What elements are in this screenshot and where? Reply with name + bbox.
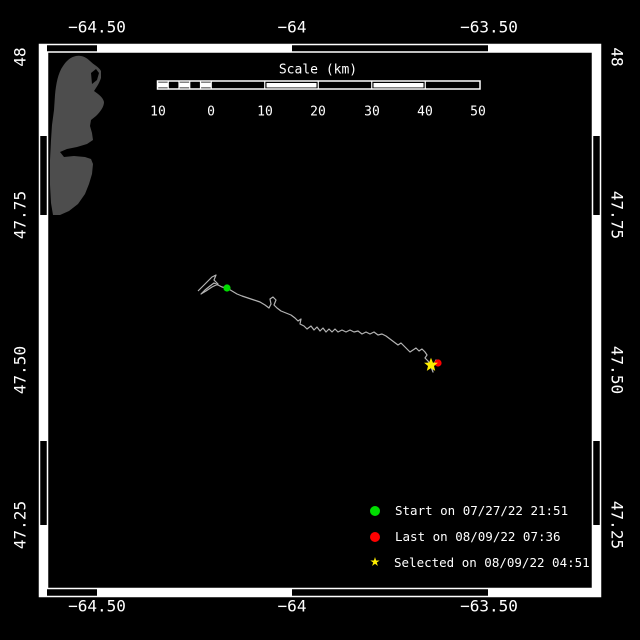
start-marker — [223, 284, 231, 292]
track-line — [197, 274, 439, 373]
coastline — [50, 55, 104, 216]
selected-legend-star-icon: ★ — [369, 551, 381, 571]
axis-label-bottom-1: −64.50 — [68, 596, 126, 616]
axis-label-left-3: 47.50 — [10, 345, 30, 395]
scalebar-label-30: 30 — [364, 104, 380, 120]
legend-last-label: Last on 08/09/22 07:36 — [395, 529, 561, 544]
last-legend-dot-icon — [370, 531, 380, 542]
legend-start-label: Start on 07/27/22 21:51 — [395, 503, 569, 518]
scalebar-label-10: 10 — [257, 104, 273, 120]
axis-label-bottom-3: −63.50 — [460, 596, 518, 616]
scalebar-label-10L: 10 — [150, 104, 166, 120]
frame-inner-border — [46, 51, 594, 590]
axis-label-left-1: 48 — [10, 47, 30, 67]
axis-label-top-1: −64.50 — [68, 17, 126, 37]
scalebar-title: Scale (km) — [278, 62, 358, 78]
selected-marker — [424, 357, 438, 371]
scalebar-label-50: 50 — [470, 104, 486, 120]
axis-label-left-4: 47.25 — [10, 500, 30, 550]
start-legend-dot-icon — [370, 505, 380, 516]
axis-label-right-2: 47.75 — [607, 190, 627, 240]
frame-band — [40, 45, 600, 596]
scalebar — [156, 80, 481, 90]
legend-item-start: Start on 07/27/22 21:51 — [370, 503, 568, 518]
scalebar-label-40: 40 — [417, 104, 433, 120]
legend-item-last: Last on 08/09/22 07:36 — [370, 529, 561, 544]
legend-item-selected: ★ Selected on 08/09/22 04:51 — [369, 551, 590, 571]
last-marker — [434, 359, 442, 367]
axis-label-top-3: −63.50 — [460, 17, 518, 37]
axis-label-left-2: 47.75 — [10, 190, 30, 240]
scalebar-label-20: 20 — [310, 104, 326, 120]
axis-label-right-1: 48 — [607, 47, 627, 67]
axis-label-top-2: −64 — [277, 17, 307, 37]
legend-selected-label: Selected on 08/09/22 04:51 — [394, 554, 590, 570]
frame-outer-border — [38, 43, 602, 598]
axis-label-bottom-2: −64 — [277, 596, 307, 616]
scalebar-label-0: 0 — [207, 104, 215, 120]
axis-label-right-3: 47.50 — [607, 345, 627, 395]
axis-label-right-4: 47.25 — [607, 500, 627, 550]
